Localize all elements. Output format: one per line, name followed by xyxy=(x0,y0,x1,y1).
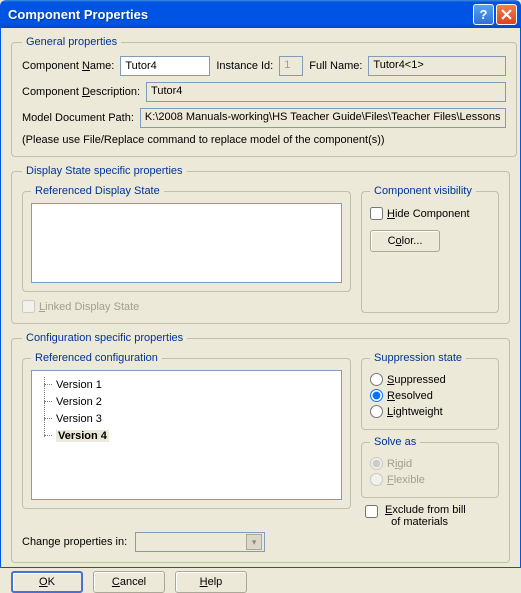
referenced-configuration-tree[interactable]: Version 1 Version 2 Version 3 Version 4 xyxy=(31,370,342,500)
component-name-input[interactable] xyxy=(120,56,210,76)
client-area: General properties Component Name: Insta… xyxy=(0,28,521,568)
help-button[interactable]: Help xyxy=(175,571,247,593)
resolved-radio[interactable]: Resolved xyxy=(370,389,490,402)
titlebar: Component Properties ? xyxy=(0,0,521,28)
exclude-from-bom-label: Exclude from bill of materials xyxy=(385,504,466,528)
replace-note: (Please use File/Replace command to repl… xyxy=(22,134,506,146)
tree-item-selected[interactable]: Version 4 xyxy=(38,428,335,445)
hide-component-label: Hide Component xyxy=(387,208,470,220)
linked-display-state-input xyxy=(22,300,35,313)
full-name-value: Tutor4<1> xyxy=(368,56,505,76)
cancel-button[interactable]: Cancel xyxy=(93,571,165,593)
change-properties-select[interactable]: ▾ xyxy=(135,532,265,552)
flexible-radio: Flexible xyxy=(370,473,490,486)
tree-item[interactable]: Version 2 xyxy=(38,394,335,411)
rigid-radio: Rigid xyxy=(370,457,490,470)
linked-display-state-checkbox: Linked Display State xyxy=(22,300,351,313)
referenced-display-state-list[interactable] xyxy=(31,203,342,283)
solve-as-group: Solve as Rigid Flexible xyxy=(361,436,499,498)
suppression-state-group: Suppression state Suppressed Resolved Li… xyxy=(361,352,499,430)
general-group: General properties Component Name: Insta… xyxy=(11,36,517,157)
exclude-from-bom-checkbox[interactable]: Exclude from bill of materials xyxy=(361,504,499,528)
model-path-label: Model Document Path: xyxy=(22,112,134,124)
display-state-legend: Display State specific properties xyxy=(22,165,187,177)
chevron-down-icon: ▾ xyxy=(246,534,262,550)
instance-id-label: Instance Id: xyxy=(216,60,273,72)
tree-item[interactable]: Version 1 xyxy=(38,377,335,394)
exclude-from-bom-input[interactable] xyxy=(365,505,378,518)
instance-id-value: 1 xyxy=(279,56,303,76)
suppression-state-legend: Suppression state xyxy=(370,352,466,364)
linked-display-state-label: Linked Display State xyxy=(39,301,139,313)
component-visibility-group: Component visibility Hide Component Colo… xyxy=(361,185,499,313)
ok-button[interactable]: OK xyxy=(11,571,83,593)
titlebar-help-button[interactable]: ? xyxy=(473,4,494,25)
model-path-value: K:\2008 Manuals-working\HS Teacher Guide… xyxy=(140,108,506,128)
titlebar-close-button[interactable] xyxy=(496,4,517,25)
change-properties-label: Change properties in: xyxy=(22,536,127,548)
tree-item[interactable]: Version 3 xyxy=(38,411,335,428)
button-bar: OK Cancel Help xyxy=(11,571,510,593)
referenced-display-state-legend: Referenced Display State xyxy=(31,185,164,197)
hide-component-checkbox[interactable]: Hide Component xyxy=(370,207,490,220)
component-name-label: Component Name: xyxy=(22,60,114,72)
lightweight-radio[interactable]: Lightweight xyxy=(370,405,490,418)
component-visibility-legend: Component visibility xyxy=(370,185,476,197)
component-desc-label: Component Description: xyxy=(22,86,140,98)
configuration-group: Configuration specific properties Refere… xyxy=(11,332,510,563)
solve-as-legend: Solve as xyxy=(370,436,420,448)
component-desc-value: Tutor4 xyxy=(146,82,506,102)
display-state-group: Display State specific properties Refere… xyxy=(11,165,510,324)
suppressed-radio[interactable]: Suppressed xyxy=(370,373,490,386)
window-title: Component Properties xyxy=(8,7,471,22)
general-legend: General properties xyxy=(22,36,121,48)
hide-component-input[interactable] xyxy=(370,207,383,220)
referenced-display-state-group: Referenced Display State xyxy=(22,185,351,292)
configuration-legend: Configuration specific properties xyxy=(22,332,187,344)
color-button[interactable]: Color... xyxy=(370,230,440,252)
referenced-configuration-group: Referenced configuration Version 1 Versi… xyxy=(22,352,351,509)
full-name-label: Full Name: xyxy=(309,60,362,72)
referenced-configuration-legend: Referenced configuration xyxy=(31,352,162,364)
